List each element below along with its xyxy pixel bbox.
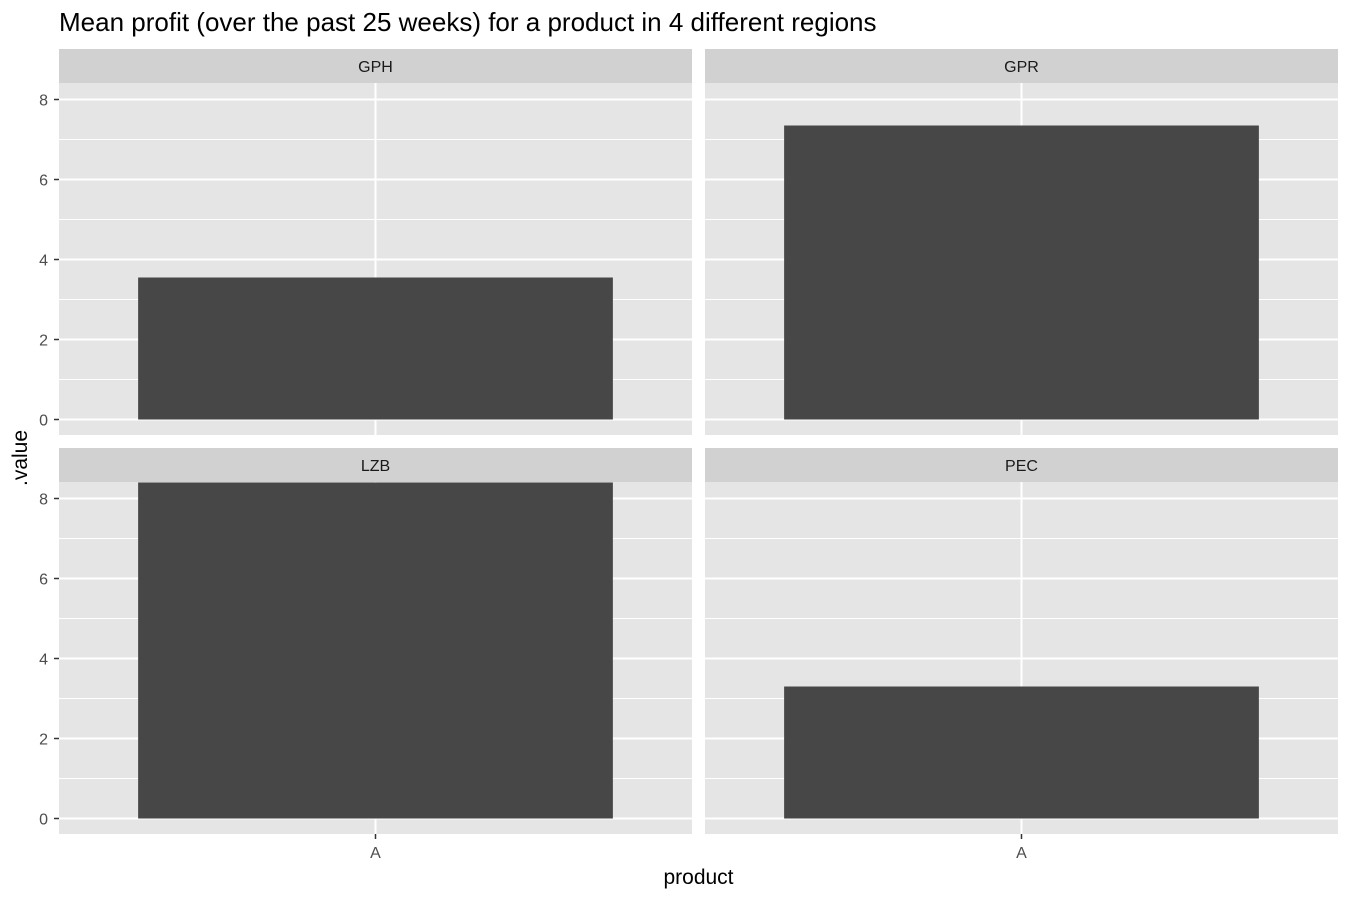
facet-panels: GPH 0 2 4 6 8 GPR LZB 0 2 4 6 8 A PEC A: [39, 49, 1338, 862]
y-tick-label: 2: [39, 732, 48, 749]
y-tick-label: 8: [39, 492, 48, 509]
y-tick-label: 0: [39, 812, 48, 829]
y-axis-title: .value: [9, 430, 32, 486]
y-tick-label: 8: [39, 93, 48, 110]
strip-label-gph: GPH: [358, 59, 393, 76]
y-tick-label: 4: [39, 253, 48, 270]
bar-lzb: [138, 482, 613, 819]
bar-pec: [784, 686, 1259, 819]
y-tick-label: 6: [39, 572, 48, 589]
facet-panel-gpr: GPR: [705, 49, 1338, 435]
strip-label-pec: PEC: [1005, 458, 1038, 475]
strip-background: [59, 448, 692, 482]
x-tick-label: A: [370, 845, 381, 862]
strip-background: [59, 49, 692, 83]
x-axis-title: product: [663, 866, 733, 889]
y-tick-label: 6: [39, 173, 48, 190]
bar-gpr: [784, 125, 1259, 420]
x-tick-label: A: [1016, 845, 1027, 862]
y-tick-label: 4: [39, 652, 48, 669]
bar-gph: [138, 277, 613, 420]
strip-label-gpr: GPR: [1004, 59, 1039, 76]
strip-background: [705, 448, 1338, 482]
y-tick-label: 0: [39, 413, 48, 430]
facet-panel-lzb: LZB 0 2 4 6 8 A: [39, 448, 692, 862]
facet-panel-gph: GPH 0 2 4 6 8: [39, 49, 692, 435]
strip-background: [705, 49, 1338, 83]
y-tick-label: 2: [39, 333, 48, 350]
strip-label-lzb: LZB: [361, 458, 390, 475]
chart-title: Mean profit (over the past 25 weeks) for…: [59, 7, 877, 37]
facet-panel-pec: PEC A: [705, 448, 1338, 862]
